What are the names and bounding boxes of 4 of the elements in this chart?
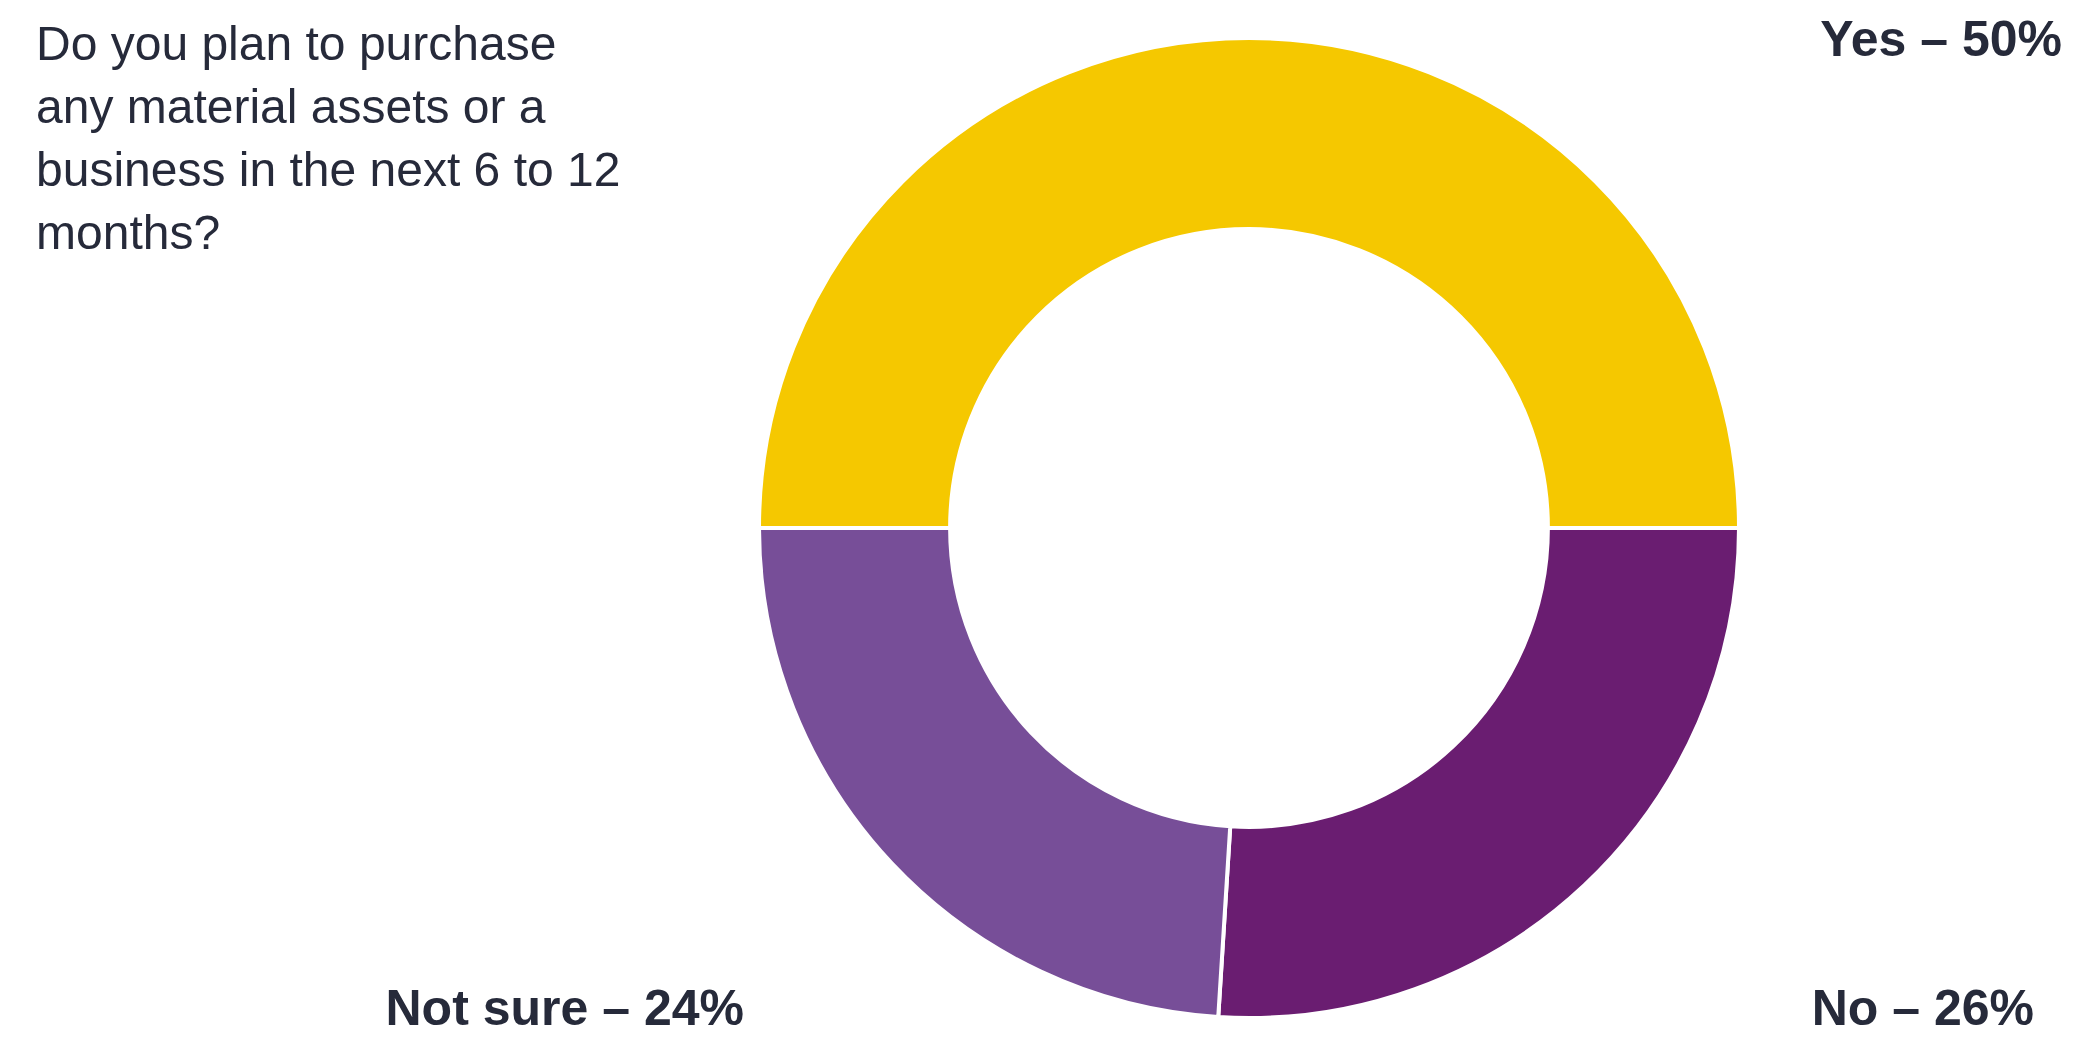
text: Do you plan to purchase any material assets or a business in the next 6 to 12 months?	[36, 16, 622, 261]
slice-label: Yes – 50%	[1820, 10, 2062, 68]
slice-label: Not sure – 24%	[385, 979, 744, 1037]
slice-label: No – 26%	[1811, 979, 2034, 1037]
